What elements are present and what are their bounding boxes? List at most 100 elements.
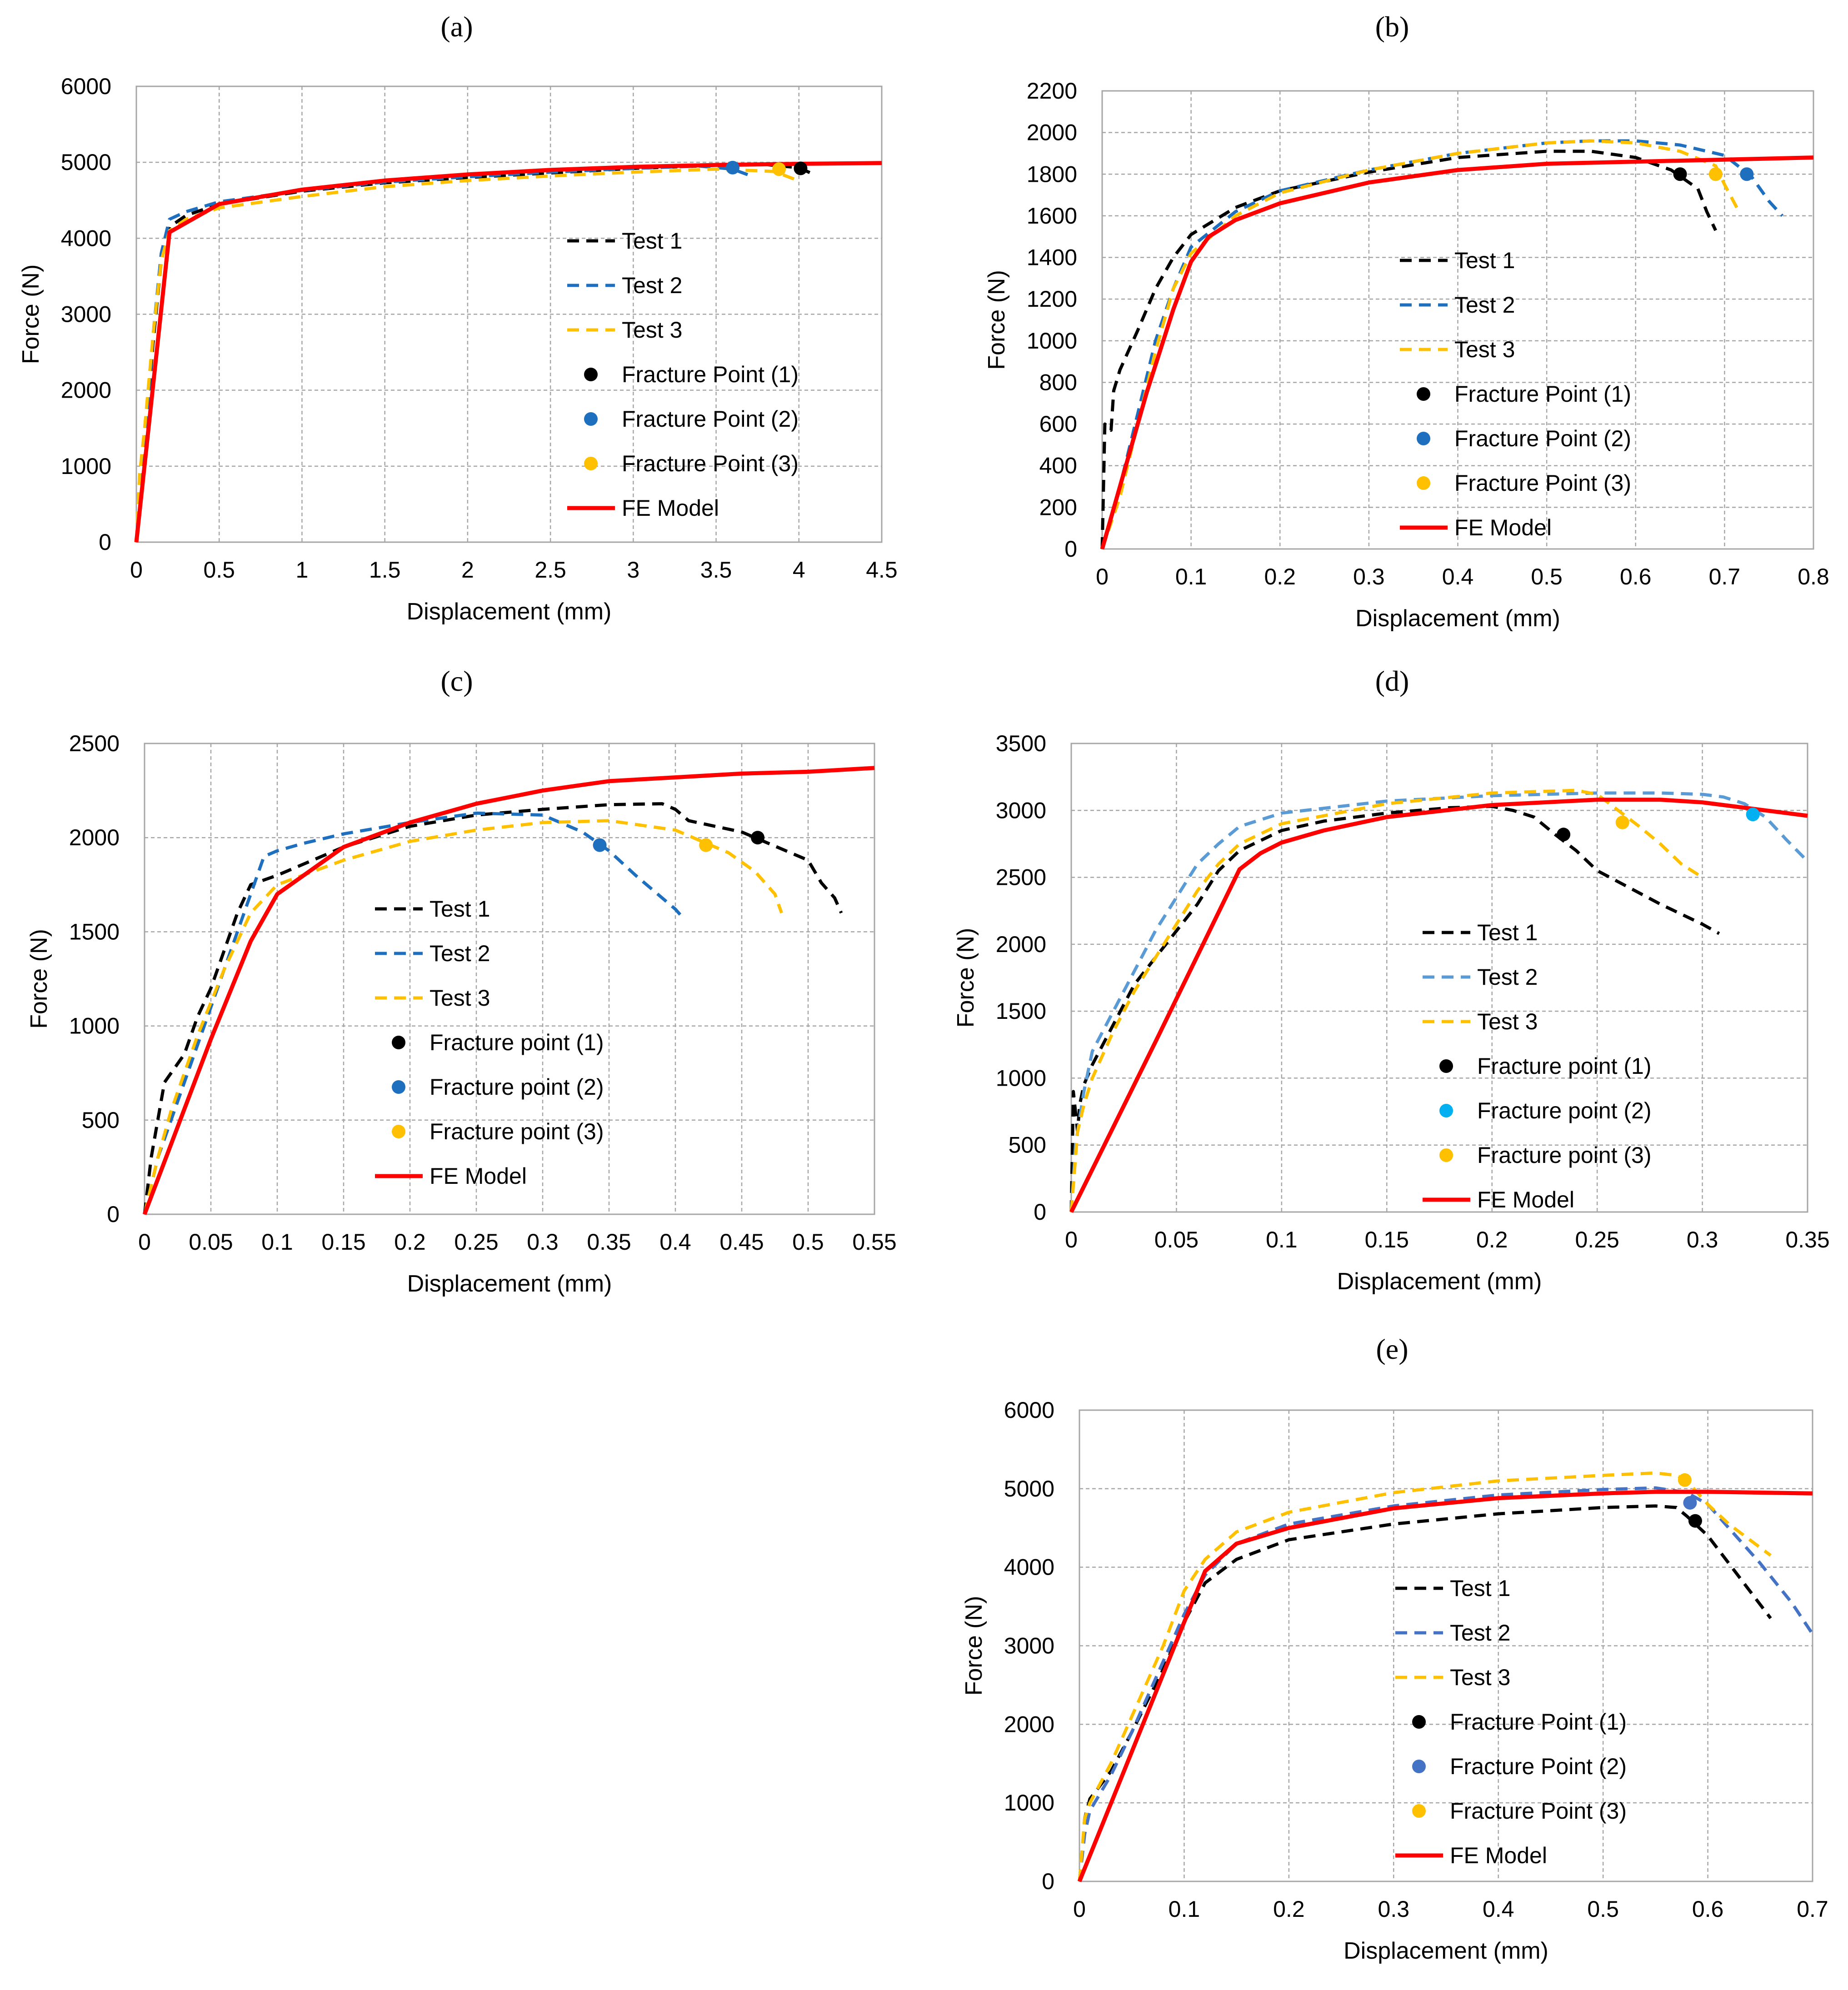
legend-label: Fracture point (3) bbox=[430, 1119, 604, 1144]
panel-label: (c) bbox=[440, 665, 473, 697]
x-tick-label: 0.2 bbox=[1264, 564, 1296, 589]
series-line-fe-model bbox=[142, 766, 875, 1215]
legend-label: Test 2 bbox=[1454, 292, 1515, 318]
x-tick-label: 0.5 bbox=[792, 1229, 824, 1255]
plot-area bbox=[144, 743, 875, 1215]
x-tick-label: 0.2 bbox=[1476, 1227, 1508, 1252]
x-tick-label: 0.2 bbox=[394, 1229, 426, 1255]
y-tick-label: 1000 bbox=[996, 1065, 1046, 1091]
legend-label: Test 2 bbox=[1477, 964, 1538, 990]
legend-label: Test 3 bbox=[1454, 337, 1515, 362]
legend-label: Fracture Point (3) bbox=[622, 451, 799, 476]
legend-swatch bbox=[1439, 1148, 1453, 1162]
y-tick-label: 200 bbox=[1039, 494, 1077, 520]
legend-swatch bbox=[392, 1125, 405, 1138]
fracture-point-marker bbox=[1708, 167, 1723, 181]
y-tick-label: 3000 bbox=[996, 798, 1046, 823]
x-tick-label: 0 bbox=[1073, 1896, 1086, 1922]
legend-label: FE Model bbox=[1450, 1843, 1547, 1868]
x-tick-label: 0.1 bbox=[261, 1229, 293, 1255]
fracture-point-marker bbox=[593, 838, 607, 852]
legend-swatch bbox=[1412, 1804, 1426, 1818]
x-tick-label: 0.15 bbox=[1365, 1227, 1409, 1252]
y-axis-title: Force (N) bbox=[18, 264, 44, 364]
x-tick-label: 0.3 bbox=[1687, 1227, 1718, 1252]
x-tick-label: 0.45 bbox=[719, 1229, 764, 1255]
legend: Test 1 Test 2 Test 3 Fracture point (1) Frac… bbox=[1423, 920, 1651, 1212]
fracture-point-marker bbox=[772, 162, 786, 176]
x-tick-label: 0.5 bbox=[1531, 564, 1563, 589]
y-tick-label: 2000 bbox=[996, 932, 1046, 957]
x-tick-label: 0.5 bbox=[1587, 1896, 1619, 1922]
y-tick-label: 2000 bbox=[69, 825, 120, 850]
fracture-point-marker bbox=[1746, 808, 1760, 822]
legend-swatch bbox=[1439, 1104, 1453, 1117]
legend: Test 1 Test 2 Test 3 Fracture Point (1) Frac… bbox=[1400, 248, 1631, 540]
x-tick-label: 0.25 bbox=[454, 1229, 498, 1255]
y-tick-label: 3000 bbox=[61, 302, 111, 327]
legend-label: FE Model bbox=[1454, 515, 1552, 540]
legend-swatch bbox=[584, 368, 598, 381]
x-tick-label: 0.4 bbox=[1442, 564, 1474, 589]
x-tick-label: 0.1 bbox=[1266, 1227, 1298, 1252]
y-tick-label: 3000 bbox=[1004, 1633, 1054, 1659]
series-line-test-3 bbox=[135, 167, 795, 543]
legend-label: Fracture Point (2) bbox=[622, 406, 799, 432]
y-tick-label: 400 bbox=[1039, 453, 1077, 479]
x-tick-label: 0 bbox=[1096, 564, 1109, 589]
legend-swatch bbox=[584, 412, 598, 426]
y-tick-label: 4000 bbox=[61, 225, 111, 251]
y-tick-label: 1000 bbox=[61, 454, 111, 479]
x-tick-label: 0.55 bbox=[852, 1229, 896, 1255]
y-tick-label: 1400 bbox=[1027, 245, 1077, 270]
x-tick-label: 0.7 bbox=[1797, 1896, 1828, 1922]
legend-label: Fracture point (3) bbox=[1477, 1142, 1651, 1168]
legend-label: Test 1 bbox=[1477, 920, 1538, 945]
series-line-test-1 bbox=[1100, 150, 1717, 549]
x-axis-title: Displacement (mm) bbox=[407, 1271, 612, 1297]
legend: Test 1 Test 2 Test 3 Fracture Point (1) Frac… bbox=[567, 228, 799, 521]
y-tick-label: 3500 bbox=[996, 731, 1046, 756]
x-axis-title: Displacement (mm) bbox=[1344, 1938, 1548, 1964]
y-tick-label: 6000 bbox=[61, 74, 111, 99]
legend-swatch bbox=[392, 1036, 405, 1049]
panel-c: (c) 0 0.05 0.1 0.15 0.2 0.25 0.3 0.35 0.4 0.45 0.5 0… bbox=[26, 665, 897, 1297]
legend-swatch bbox=[1417, 387, 1430, 401]
series-line-fe-model bbox=[1069, 798, 1808, 1213]
legend-label: Test 3 bbox=[622, 317, 682, 343]
y-tick-label: 2500 bbox=[69, 731, 120, 756]
x-tick-label: 0.7 bbox=[1709, 564, 1741, 589]
panel-label: (b) bbox=[1375, 10, 1409, 43]
legend-label: Fracture Point (1) bbox=[1450, 1709, 1627, 1735]
legend-label: Fracture point (1) bbox=[1477, 1053, 1651, 1079]
fracture-point-marker bbox=[699, 838, 713, 852]
fracture-point-marker bbox=[1615, 815, 1629, 829]
series-line-test-3 bbox=[143, 819, 783, 1215]
series-line-fe-model bbox=[1100, 155, 1814, 550]
legend-label: Test 1 bbox=[1450, 1576, 1510, 1601]
y-tick-label: 5000 bbox=[1004, 1476, 1054, 1501]
fracture-point-marker bbox=[751, 831, 765, 845]
series-line-fe-model bbox=[1077, 1490, 1813, 1882]
y-tick-label: 0 bbox=[1064, 536, 1077, 562]
legend-swatch bbox=[1412, 1760, 1426, 1773]
panel-label: (d) bbox=[1375, 665, 1409, 697]
legend: Test 1 Test 2 Test 3 Fracture point (1) Frac… bbox=[375, 896, 604, 1189]
legend-label: Test 3 bbox=[1477, 1009, 1538, 1034]
y-tick-label: 2500 bbox=[996, 865, 1046, 890]
legend-swatch bbox=[1417, 432, 1430, 445]
y-tick-label: 1800 bbox=[1027, 161, 1077, 187]
legend-label: Test 3 bbox=[430, 985, 490, 1011]
legend-label: Test 2 bbox=[1450, 1620, 1510, 1646]
y-tick-label: 1500 bbox=[996, 998, 1046, 1024]
y-tick-label: 1000 bbox=[1004, 1790, 1054, 1815]
x-tick-label: 0.3 bbox=[1378, 1896, 1410, 1922]
x-tick-label: 0.35 bbox=[1785, 1227, 1829, 1252]
y-tick-label: 1500 bbox=[69, 919, 120, 944]
x-axis-title: Displacement (mm) bbox=[1337, 1268, 1542, 1295]
x-tick-label: 0.2 bbox=[1273, 1896, 1305, 1922]
panel-b: (b) 0 0.1 0.2 0.3 0.4 0.5 0.6 0.7 0.8 0 200 400 600 80… bbox=[984, 10, 1829, 632]
legend-label: FE Model bbox=[430, 1163, 527, 1189]
x-tick-label: 0.6 bbox=[1620, 564, 1652, 589]
y-tick-label: 2000 bbox=[61, 378, 111, 403]
